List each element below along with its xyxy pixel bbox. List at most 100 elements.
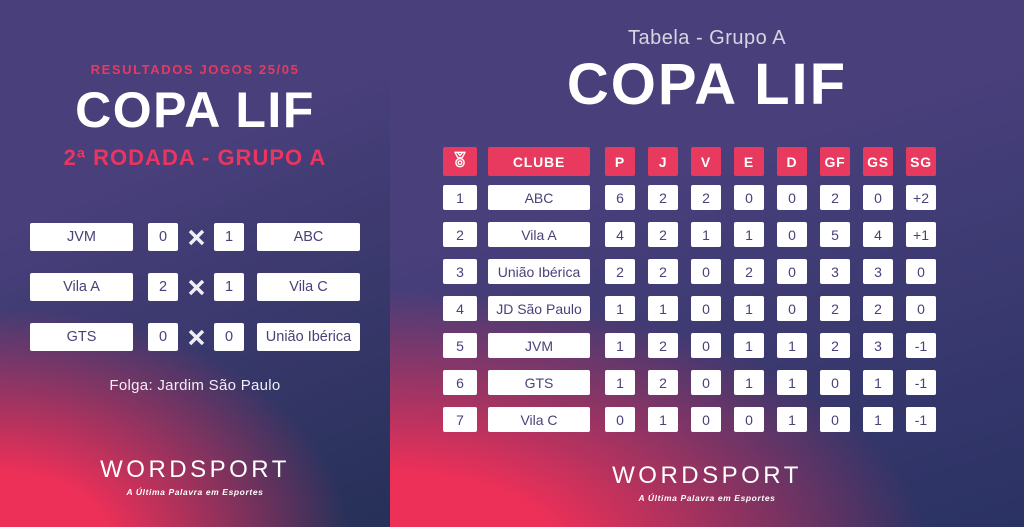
club-cell: Vila C [488, 407, 590, 432]
draws-cell: 0 [734, 407, 764, 432]
points-cell: 1 [605, 296, 635, 321]
match-row: Vila A 2 1 Vila C [0, 273, 390, 301]
rank-cell: 4 [443, 296, 477, 321]
away-score-box: 1 [214, 223, 244, 251]
medal-icon [450, 150, 470, 173]
results-kicker: RESULTADOS JOGOS 25/05 [90, 62, 300, 77]
losses-cell: 0 [777, 185, 807, 210]
goals-against-cell: 4 [863, 222, 893, 247]
away-score-box: 0 [214, 323, 244, 351]
draws-cell: 1 [734, 333, 764, 358]
goals-for-cell: 0 [820, 370, 850, 395]
x-icon [186, 328, 206, 347]
rank-cell: 6 [443, 370, 477, 395]
standings-panel: Tabela - Grupo A COPA LIF CLUBE P [390, 0, 1024, 527]
goals-for-cell: 2 [820, 185, 850, 210]
draws-cell: 1 [734, 222, 764, 247]
logo-wordmark: WORDSPORT [612, 462, 802, 489]
bye-note: Folga: Jardim São Paulo [109, 377, 281, 394]
losses-cell: 0 [777, 259, 807, 284]
rank-cell: 5 [443, 333, 477, 358]
home-score-box: 0 [148, 223, 178, 251]
home-score-box: 0 [148, 323, 178, 351]
losses-header-cell: D [777, 147, 807, 176]
wins-cell: 0 [691, 370, 721, 395]
goal-diff-cell: -1 [906, 333, 936, 358]
table-row: 4 JD São Paulo 1 1 0 1 0 2 2 0 [443, 296, 1024, 321]
x-icon [186, 228, 206, 247]
wins-cell: 0 [691, 259, 721, 284]
standings-kicker: Tabela - Grupo A [627, 27, 787, 49]
away-team-box: ABC [257, 223, 360, 251]
draws-cell: 1 [734, 296, 764, 321]
rank-cell: 1 [443, 185, 477, 210]
logo-tagline: A Última Palavra em Esportes [126, 487, 264, 497]
played-cell: 2 [648, 185, 678, 210]
goal-diff-header-cell: SG [906, 147, 936, 176]
played-cell: 1 [648, 407, 678, 432]
wordsport-logo: WORDSPORT A Última Palavra em Esportes [390, 462, 1024, 504]
wins-cell: 2 [691, 185, 721, 210]
points-cell: 1 [605, 370, 635, 395]
club-cell: Vila A [488, 222, 590, 247]
goals-for-cell: 0 [820, 407, 850, 432]
draws-header-cell: E [734, 147, 764, 176]
club-cell: ABC [488, 185, 590, 210]
home-team-box: Vila A [30, 273, 133, 301]
played-cell: 1 [648, 296, 678, 321]
goal-diff-cell: 0 [906, 259, 936, 284]
club-cell: GTS [488, 370, 590, 395]
table-header-row: CLUBE P J V E D GF GS SG [443, 147, 1024, 176]
losses-cell: 0 [777, 296, 807, 321]
results-title: COPA LIF [75, 82, 315, 138]
draws-cell: 2 [734, 259, 764, 284]
results-subtitle: 2ª RODADA - GRUPO A [63, 145, 327, 170]
points-header-cell: P [605, 147, 635, 176]
rank-cell: 7 [443, 407, 477, 432]
played-header-cell: J [648, 147, 678, 176]
goals-for-cell: 2 [820, 296, 850, 321]
club-cell: JD São Paulo [488, 296, 590, 321]
home-team-box: JVM [30, 223, 133, 251]
wins-header-cell: V [691, 147, 721, 176]
logo-tagline: A Última Palavra em Esportes [638, 493, 776, 503]
rank-header-cell [443, 147, 477, 176]
goals-against-cell: 1 [863, 370, 893, 395]
losses-cell: 1 [777, 333, 807, 358]
home-score-box: 2 [148, 273, 178, 301]
logo-wordmark: WORDSPORT [100, 456, 290, 483]
goal-diff-cell: +2 [906, 185, 936, 210]
goals-against-cell: 3 [863, 333, 893, 358]
losses-cell: 1 [777, 407, 807, 432]
wins-cell: 0 [691, 296, 721, 321]
table-row: 3 União Ibérica 2 2 0 2 0 3 3 0 [443, 259, 1024, 284]
played-cell: 2 [648, 222, 678, 247]
played-cell: 2 [648, 333, 678, 358]
points-cell: 2 [605, 259, 635, 284]
away-team-box: Vila C [257, 273, 360, 301]
losses-cell: 1 [777, 370, 807, 395]
goals-against-cell: 3 [863, 259, 893, 284]
rank-cell: 3 [443, 259, 477, 284]
points-cell: 4 [605, 222, 635, 247]
goal-diff-cell: +1 [906, 222, 936, 247]
wins-cell: 0 [691, 407, 721, 432]
match-row: GTS 0 0 União Ibérica [0, 323, 390, 351]
results-panel: RESULTADOS JOGOS 25/05 COPA LIF 2ª RODAD… [0, 0, 390, 527]
goals-for-cell: 5 [820, 222, 850, 247]
goals-for-cell: 2 [820, 333, 850, 358]
goals-against-header-cell: GS [863, 147, 893, 176]
goals-against-cell: 2 [863, 296, 893, 321]
goals-for-cell: 3 [820, 259, 850, 284]
standings-table: CLUBE P J V E D GF GS SG 1 ABC 6 2 2 0 0… [443, 147, 1024, 432]
away-team-box: União Ibérica [257, 323, 360, 351]
match-list: JVM 0 1 ABC Vila A 2 [0, 223, 390, 351]
table-row: 6 GTS 1 2 0 1 1 0 1 -1 [443, 370, 1024, 395]
rank-cell: 2 [443, 222, 477, 247]
played-cell: 2 [648, 370, 678, 395]
away-score-box: 1 [214, 273, 244, 301]
goal-diff-cell: -1 [906, 370, 936, 395]
table-row: 2 Vila A 4 2 1 1 0 5 4 +1 [443, 222, 1024, 247]
points-cell: 1 [605, 333, 635, 358]
